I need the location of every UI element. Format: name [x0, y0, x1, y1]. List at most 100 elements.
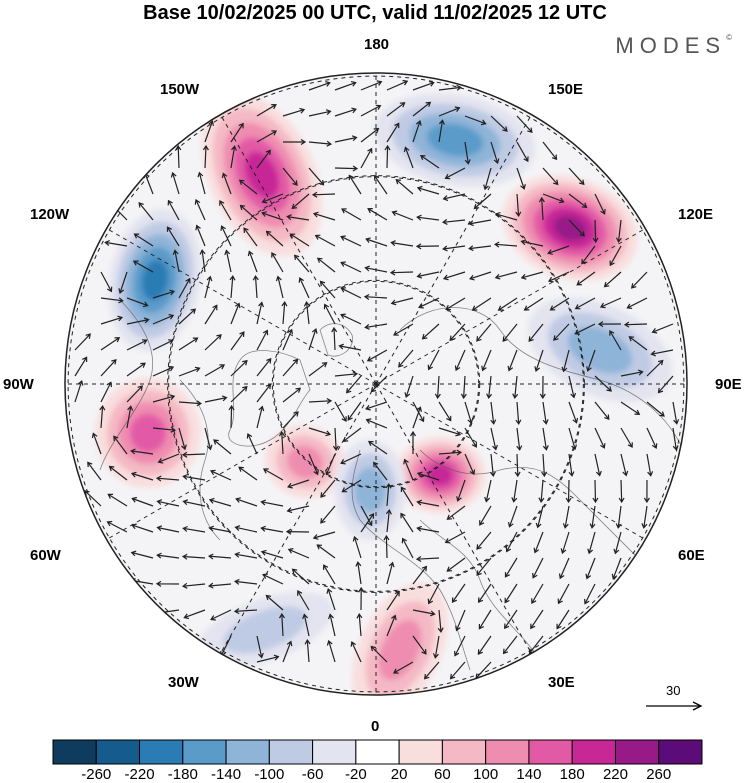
wind-arrow: [283, 138, 307, 146]
wind-arrow: [538, 479, 545, 504]
wind-arrow: [592, 479, 599, 504]
wind-arrow: [360, 104, 382, 117]
wind-arrow: [581, 245, 596, 265]
wind-arrow: [308, 427, 332, 437]
wind-arrow: [594, 193, 606, 215]
wind-arrow: [366, 349, 388, 362]
wind-arrow: [391, 210, 414, 221]
colorbar-swatch: [614, 739, 660, 765]
wind-arrow: [265, 230, 284, 247]
wind-arrow: [484, 479, 492, 503]
wind-arrow: [592, 219, 599, 244]
wind-arrow: [385, 508, 392, 533]
wind-arrow: [323, 564, 336, 585]
wind-arrow: [479, 505, 492, 526]
wind-arrow: [628, 336, 648, 351]
wind-arrow: [456, 479, 466, 502]
wind-arrow: [256, 635, 264, 659]
wind-arrow: [438, 449, 463, 456]
wind-arrow: [481, 349, 492, 372]
wind-arrow: [172, 249, 180, 273]
colorbar-tick-label: 100: [473, 766, 499, 783]
wind-arrow: [233, 578, 258, 585]
wind-arrow: [126, 385, 143, 403]
wind-arrow: [623, 321, 648, 328]
colorbar-tick-label: -100: [254, 766, 285, 783]
wind-arrow: [166, 226, 180, 247]
wind-arrow: [360, 512, 375, 533]
wind-arrow: [320, 479, 336, 498]
wind-arrow: [507, 505, 518, 528]
wind-arrow: [365, 237, 388, 247]
wind-arrow: [464, 401, 474, 425]
wind-arrow: [130, 471, 154, 481]
wind-arrow: [108, 465, 128, 481]
wind-arrow: [308, 362, 328, 377]
wind-arrow: [454, 635, 466, 657]
wind-arrow: [219, 200, 232, 221]
wind-arrow: [256, 405, 265, 429]
wind-arrow: [384, 144, 391, 169]
wind-arrow: [541, 453, 548, 478]
colorbar-swatch: [441, 739, 487, 765]
colorbar-swatch: [658, 739, 703, 765]
wind-arrow: [334, 107, 357, 117]
wind-arrow: [626, 297, 648, 309]
wind-arrow: [311, 191, 336, 198]
wind-arrow: [113, 435, 128, 455]
wind-arrow: [282, 358, 299, 377]
wind-arrow: [416, 499, 440, 507]
wind-arrow: [341, 208, 362, 221]
colorbar-swatch: [312, 739, 357, 765]
wind-arrow: [516, 115, 533, 134]
wind-arrow: [403, 458, 414, 481]
wind-arrow: [446, 557, 466, 572]
wind-arrow: [460, 375, 467, 400]
wind-arrow: [334, 135, 358, 143]
wind-arrow: [549, 297, 570, 311]
wind-arrow: [432, 635, 440, 659]
wind-arrow: [304, 638, 311, 663]
wind-arrow: [386, 561, 395, 585]
wind-arrow: [360, 505, 373, 527]
wind-arrow: [444, 167, 466, 180]
wind-arrow: [234, 551, 258, 559]
wind-arrow: [438, 427, 462, 437]
wind-arrow: [560, 531, 570, 555]
wind-arrow: [87, 461, 102, 481]
colorbar-swatch: [225, 739, 270, 765]
wind-arrow: [224, 249, 232, 273]
anomaly-alaska-canada-west: [108, 208, 202, 352]
wind-arrow: [278, 430, 285, 455]
wind-arrow: [323, 303, 336, 325]
wind-arrow: [454, 349, 466, 372]
wind-arrow: [390, 297, 414, 306]
wind-arrow: [156, 525, 180, 533]
wind-arrow: [528, 323, 544, 342]
wind-arrow: [220, 225, 232, 247]
wind-arrow: [446, 505, 466, 520]
wind-arrow: [138, 202, 154, 221]
wind-arrow: [392, 661, 414, 674]
meridian-line: [220, 114, 377, 385]
wind-arrow: [389, 269, 414, 276]
wind-arrow: [181, 553, 206, 560]
wind-arrow: [355, 561, 362, 585]
wind-arrow: [262, 468, 284, 481]
wind-arrow: [152, 314, 175, 325]
wind-arrow: [418, 297, 440, 309]
meridian-line: [375, 228, 646, 385]
wind-arrow: [468, 219, 492, 227]
wind-arrow: [348, 174, 362, 195]
wind-arrow: [175, 144, 182, 169]
wind-arrow: [282, 411, 299, 429]
wind-arrow: [403, 146, 414, 169]
wind-arrow: [365, 401, 388, 411]
wind-arrow: [650, 349, 674, 357]
wind-arrow: [238, 179, 258, 195]
wind-arrow: [589, 505, 596, 529]
wind-arrow: [471, 297, 492, 311]
wind-arrow: [167, 199, 180, 221]
wind-arrow: [247, 250, 258, 273]
